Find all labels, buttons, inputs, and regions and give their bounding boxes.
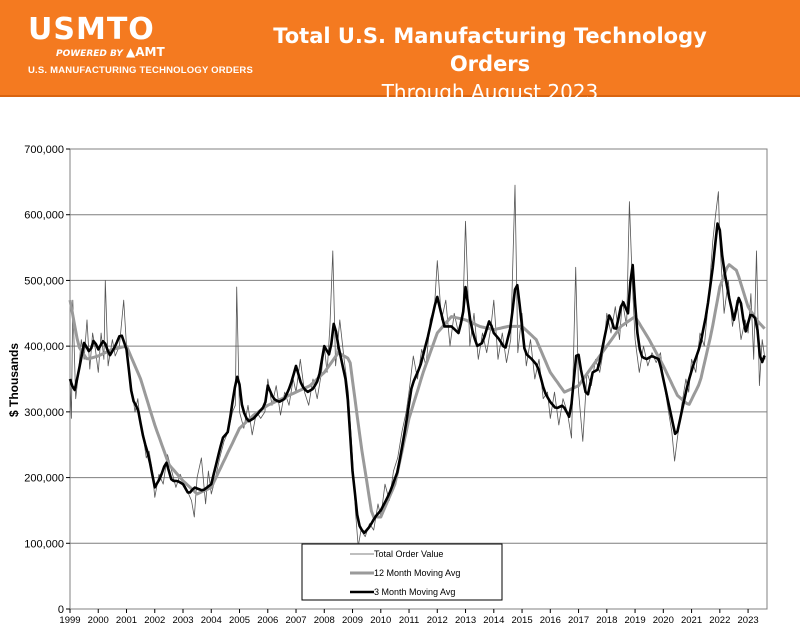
legend-label: 12 Month Moving Avg [374,568,460,578]
x-tick-label: 2015 [511,615,532,626]
x-tick-label: 2006 [257,615,278,626]
header-banner: USMTO POWERED BY ▲AMT U.S. MANUFACTURING… [0,0,800,104]
x-tick-label: 2003 [172,615,193,626]
x-tick-label: 2004 [201,615,222,626]
logo-powered-text: POWERED BY [56,49,123,59]
amt-logo: ▲AMT [126,45,165,59]
x-tick-label: 2012 [427,615,448,626]
x-axis-ticks: 1999 2000 2001 2002 2003 2004 2005 2006 2007 2008… [59,609,759,626]
x-tick-label: 2001 [116,615,137,626]
grid-lines [70,214,767,544]
x-tick-label: 2023 [738,615,759,626]
usmto-logo: USMTO POWERED BY ▲AMT U.S. MANUFACTURING… [28,12,254,77]
series-12-month-moving-avg [68,263,766,519]
x-tick-label: 2008 [314,615,335,626]
x-tick-label: 2000 [88,615,109,626]
x-tick-label: 1999 [59,615,80,626]
y-tick-label: 700,000 [24,144,64,156]
x-tick-label: 2014 [483,615,504,626]
x-tick-label: 2002 [144,615,165,626]
y-tick-label: 200,000 [24,473,64,485]
logo-tagline: U.S. MANUFACTURING TECHNOLOGY ORDERS [28,65,254,76]
series-3-month-moving-avg [68,222,766,535]
legend-label: Total Order Value [374,549,443,559]
y-tick-label: 0 [58,604,64,616]
x-tick-label: 2007 [285,615,306,626]
logo-powered-by: POWERED BY ▲AMT [56,46,253,60]
x-tick-label: 2011 [399,615,419,626]
x-tick-label: 2013 [455,615,476,626]
y-axis-ticks: 0 100,000 200,000 300,000 400,000 500,000 600,… [24,144,70,616]
x-tick-label: 2005 [229,615,250,626]
series-lines [68,184,766,547]
x-tick-label: 2016 [540,615,561,626]
legend-box [301,543,503,601]
x-tick-label: 2020 [653,615,674,626]
y-tick-label: 600,000 [24,210,64,222]
x-tick-label: 2019 [624,615,645,626]
logo-wordmark: USMTO [28,12,155,47]
amt-brand-text: AMT [135,45,165,59]
y-tick-label: 100,000 [24,538,64,550]
x-tick-label: 2017 [568,615,589,626]
chart-title: Total U.S. Manufacturing Technology Orde… [273,24,707,76]
chart-subtitle: Through August 2023 [381,80,599,104]
legend-label: 3 Month Moving Avg [374,587,455,597]
x-tick-label: 2022 [709,615,730,626]
y-tick-label: 500,000 [24,275,64,287]
chart-title-block: Total U.S. Manufacturing Technology Orde… [240,22,740,106]
y-tick-label: 300,000 [24,407,64,419]
x-tick-label: 2010 [370,615,391,626]
x-tick-label: 2021 [681,615,702,626]
x-tick-label: 2018 [596,615,617,626]
y-axis-label: $ Thousands [7,343,21,417]
y-tick-label: 400,000 [24,341,64,353]
x-tick-label: 2009 [342,615,363,626]
legend: Total Order Value 12 Month Moving Avg 3 Mo… [301,543,503,601]
